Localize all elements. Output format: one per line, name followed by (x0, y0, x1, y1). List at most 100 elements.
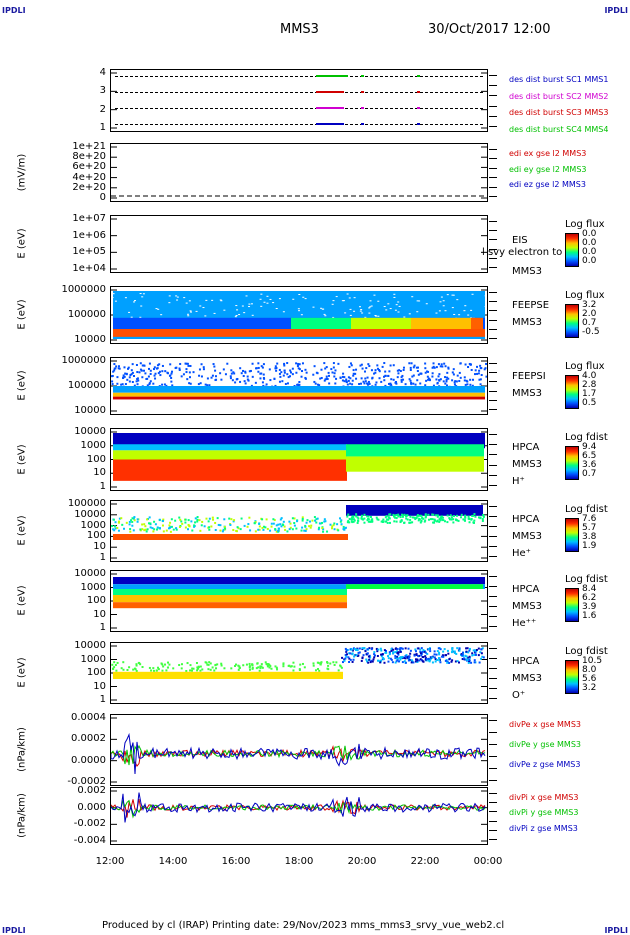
burst-dot (140, 92, 143, 93)
burst-dot (445, 124, 448, 125)
corner-tl: IPDLI (2, 6, 26, 15)
noise-dot (139, 371, 141, 373)
noise-dot (431, 376, 433, 378)
band (341, 589, 344, 595)
ytick-divpi: 0.002 (46, 785, 106, 796)
band (230, 602, 233, 608)
burst-dot (280, 124, 283, 125)
burst-dot (155, 108, 158, 109)
speck (153, 670, 155, 672)
ytick-hpca_he: 1 (46, 552, 106, 563)
noise-dot (116, 376, 118, 378)
band (293, 602, 296, 608)
noise-dot (140, 362, 142, 364)
burst-dot (225, 124, 228, 125)
hot-band (311, 318, 315, 330)
speck (466, 659, 468, 661)
noise-dot (295, 372, 297, 374)
ylabel-hpca_hepp: E (eV) (17, 561, 28, 641)
band (341, 444, 344, 450)
speck (438, 659, 440, 661)
burst-dot (425, 124, 428, 125)
band (293, 450, 296, 459)
colorbar-feepse (565, 304, 579, 338)
speck (388, 517, 390, 519)
band (311, 444, 314, 450)
speck (258, 523, 260, 525)
burst-dot (150, 124, 153, 125)
burst-dot (275, 108, 278, 109)
noise-speck (353, 311, 355, 312)
speck (249, 663, 251, 665)
speck (458, 520, 460, 522)
speck (299, 664, 301, 666)
speck (408, 659, 410, 661)
burst-dot (375, 76, 378, 77)
band (245, 450, 248, 459)
band (269, 602, 272, 608)
burst-dot (185, 108, 188, 109)
noise-speck (190, 310, 192, 311)
burst-dot (210, 124, 213, 125)
band (209, 602, 212, 608)
speck (387, 655, 389, 657)
panel-hpca_hepp (110, 570, 488, 632)
burst-dot (280, 76, 283, 77)
noise-speck (393, 294, 395, 295)
band (335, 444, 338, 450)
band (128, 602, 131, 608)
noise-dot (438, 380, 440, 382)
speck (302, 663, 304, 665)
noise-dot (129, 376, 131, 378)
noise-dot (280, 371, 282, 373)
hot-band (355, 318, 359, 330)
speck (402, 661, 404, 663)
noise-dot (230, 375, 232, 377)
noise-dot (201, 375, 203, 377)
noise-dot (419, 382, 421, 384)
band (379, 456, 382, 471)
burst-dot (130, 108, 133, 109)
speck (115, 664, 117, 666)
noise-dot (245, 382, 247, 384)
band (299, 450, 302, 459)
band (376, 444, 379, 456)
band (302, 602, 305, 608)
noise-dot (413, 366, 415, 368)
burst-dot (160, 108, 163, 109)
right-minor-tick (489, 516, 497, 517)
noise-dot (149, 363, 151, 365)
burst-dot (235, 108, 238, 109)
noise-dot (384, 371, 386, 373)
band (275, 444, 278, 450)
noise-speck (485, 295, 487, 296)
ytick-feepse: 10000 (46, 334, 106, 345)
noise-dot (410, 367, 412, 369)
plot-date: 30/Oct/2017 12:00 (428, 22, 550, 37)
speck (340, 665, 342, 667)
band (137, 602, 140, 608)
core (131, 460, 134, 481)
band (164, 595, 167, 602)
noise-dot (445, 365, 447, 367)
band (460, 456, 463, 471)
noise-speck (398, 312, 400, 313)
burst-dot (375, 108, 378, 109)
speck (264, 526, 266, 528)
band (158, 444, 161, 450)
band (272, 444, 275, 450)
speck (144, 525, 146, 527)
noise-dot (114, 367, 116, 369)
band (430, 444, 433, 456)
band (155, 444, 158, 450)
speck (190, 664, 192, 666)
burst-dot (470, 108, 473, 109)
burst-dot (285, 108, 288, 109)
noise-speck (322, 309, 324, 310)
speck (208, 661, 210, 663)
right-minor-tick (489, 85, 497, 86)
speck (223, 518, 225, 520)
noise-dot (427, 379, 429, 381)
speck (467, 651, 469, 653)
speck (201, 524, 203, 526)
